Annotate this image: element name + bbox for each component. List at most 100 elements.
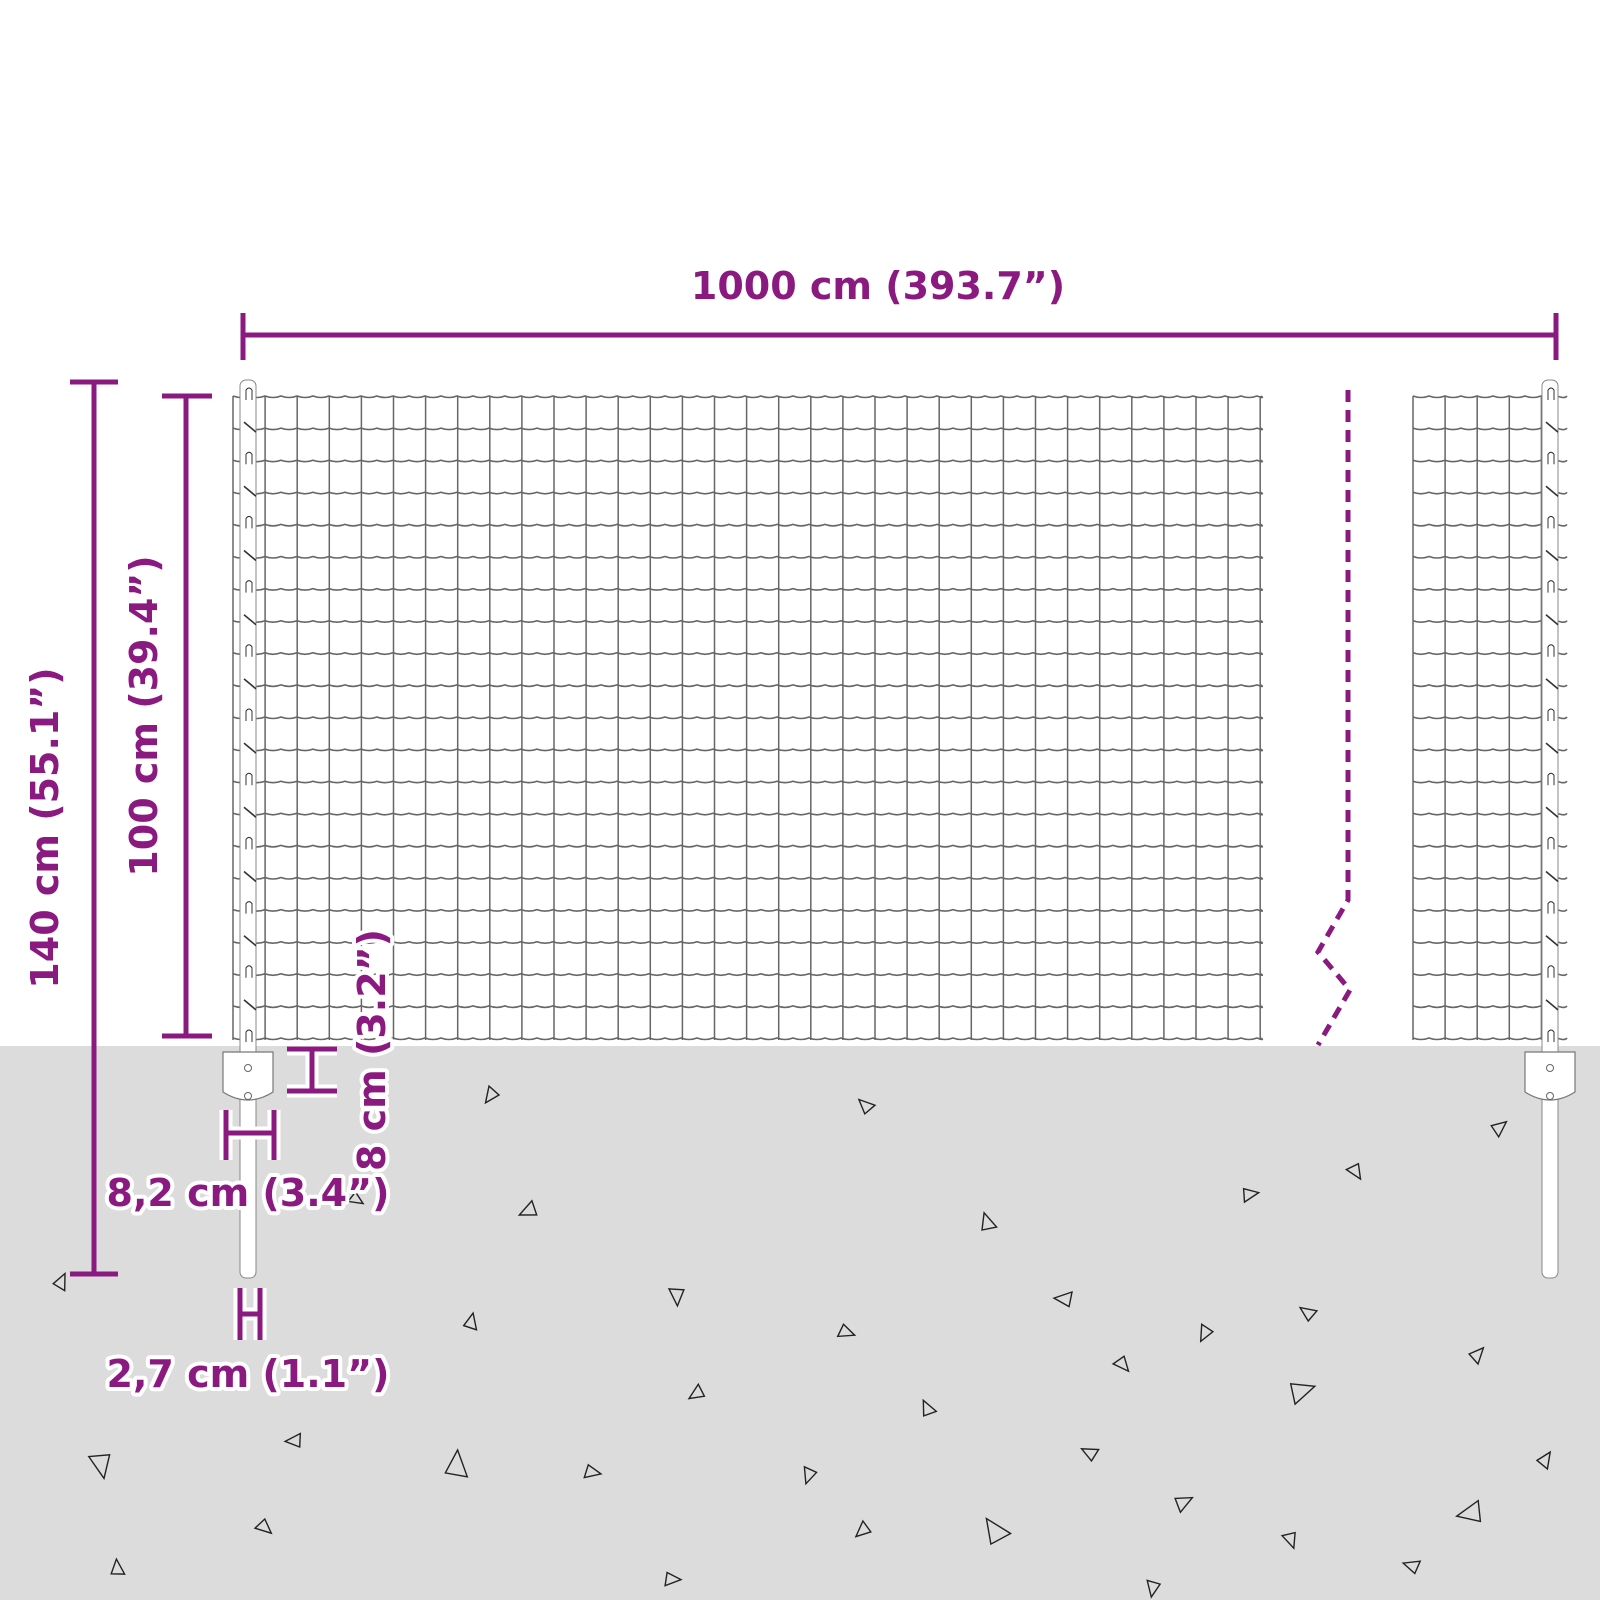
wire-hook	[1547, 965, 1555, 978]
fence-posts	[222, 379, 1576, 1279]
pebble	[803, 1465, 818, 1486]
horizontal-wire	[232, 1005, 1264, 1009]
horizontal-wire	[232, 812, 1264, 816]
wire-hook	[1547, 836, 1555, 850]
total-height-label: 140 cm (55.1”)	[23, 667, 67, 988]
wire-clip	[243, 870, 257, 883]
wire-hook	[245, 580, 253, 593]
wire-hook	[245, 387, 253, 400]
pebble	[1280, 1531, 1296, 1550]
horizontal-wire	[232, 427, 1264, 431]
post-diameter-dimension	[233, 1288, 267, 1340]
horizontal-wire	[232, 940, 1264, 944]
mesh-spacing-label: 8 cm (3.2”)	[350, 929, 394, 1171]
anchor-plate	[222, 1051, 274, 1101]
anchor-plate	[1524, 1051, 1576, 1101]
horizontal-wire	[232, 587, 1264, 591]
wire-clip	[1545, 549, 1559, 562]
wire-clip	[1545, 999, 1559, 1011]
horizontal-wire	[232, 908, 1264, 912]
wire-hook	[1547, 1029, 1555, 1042]
plate-width-dimension	[219, 1110, 281, 1160]
pebble	[857, 1098, 877, 1116]
horizontal-wire	[232, 780, 1264, 784]
wire-hook	[245, 901, 253, 914]
pebble	[854, 1519, 872, 1538]
pebble	[922, 1398, 938, 1417]
mesh-height-dimension	[162, 393, 212, 1039]
wire-clip	[1545, 678, 1559, 690]
pebble	[253, 1517, 273, 1535]
wire-hook	[245, 836, 253, 850]
pebble	[517, 1199, 538, 1216]
pebble	[1174, 1496, 1194, 1514]
wire-hook	[1547, 708, 1555, 721]
horizontal-wire	[232, 619, 1264, 623]
pebble	[346, 1190, 365, 1205]
wire-hook	[1547, 901, 1555, 914]
pebble	[1146, 1579, 1162, 1599]
wire-clip	[243, 935, 257, 947]
horizontal-wire	[232, 876, 1264, 880]
horizontal-wire	[232, 972, 1264, 977]
mesh-spacing-dimension	[287, 1042, 337, 1098]
pebble	[1289, 1383, 1317, 1406]
wire-clip	[1545, 742, 1559, 754]
wire-hook	[245, 965, 253, 978]
pebble	[1467, 1346, 1485, 1366]
wire-clip	[1545, 935, 1559, 947]
horizontal-wire	[232, 1037, 1264, 1041]
wire-hook	[245, 708, 253, 721]
wire-clip	[1545, 421, 1559, 433]
wire-hook	[1547, 772, 1555, 786]
post	[1541, 379, 1559, 1279]
horizontal-wire	[232, 748, 1264, 752]
plate-hole	[1546, 1064, 1554, 1072]
length-label: 1000 cm (393.7”)	[691, 264, 1065, 308]
pebble	[462, 1311, 478, 1331]
wire-clip	[243, 614, 257, 626]
horizontal-wire	[232, 459, 1264, 463]
wire-clip	[243, 999, 257, 1011]
plate-hole	[1546, 1092, 1554, 1100]
wire-clip	[243, 742, 257, 754]
horizontal-wire	[232, 491, 1264, 495]
pebble	[1052, 1290, 1073, 1308]
plate-hole	[244, 1092, 252, 1100]
pebble	[283, 1432, 302, 1449]
wire-clip	[1545, 614, 1559, 626]
pebble	[110, 1557, 126, 1575]
ground-pebbles	[52, 1084, 1552, 1599]
pebble	[444, 1448, 469, 1478]
pebble	[87, 1454, 111, 1481]
horizontal-wire	[232, 555, 1264, 559]
horizontal-wire	[232, 395, 1264, 399]
wire-hook	[245, 772, 253, 786]
wire-clip	[243, 421, 257, 433]
wire-clip	[1545, 485, 1559, 497]
wire-hook	[245, 515, 253, 529]
wire-hook	[245, 451, 253, 465]
wire-hook	[1547, 387, 1555, 400]
pebble	[667, 1288, 685, 1308]
wire-clip	[243, 549, 257, 562]
wire-clip	[1545, 870, 1559, 883]
post-diameter-label: 2,7 cm (1.1”)	[107, 1352, 390, 1396]
pebble	[484, 1084, 501, 1105]
horizontal-wire	[232, 716, 1264, 720]
length-dimension	[240, 313, 1559, 360]
wire-hook	[245, 644, 253, 657]
wire-hook	[1547, 515, 1555, 529]
break-line	[1314, 390, 1354, 1047]
pebble	[1535, 1450, 1552, 1471]
plate-width-label: 8,2 cm (3.4”)	[107, 1171, 390, 1215]
pebble	[687, 1382, 706, 1400]
wire-hook	[245, 1029, 253, 1042]
pebble	[52, 1271, 66, 1292]
post	[239, 379, 257, 1279]
pebble	[1490, 1120, 1508, 1139]
pebble	[836, 1323, 857, 1338]
wire-clip	[1545, 806, 1559, 818]
